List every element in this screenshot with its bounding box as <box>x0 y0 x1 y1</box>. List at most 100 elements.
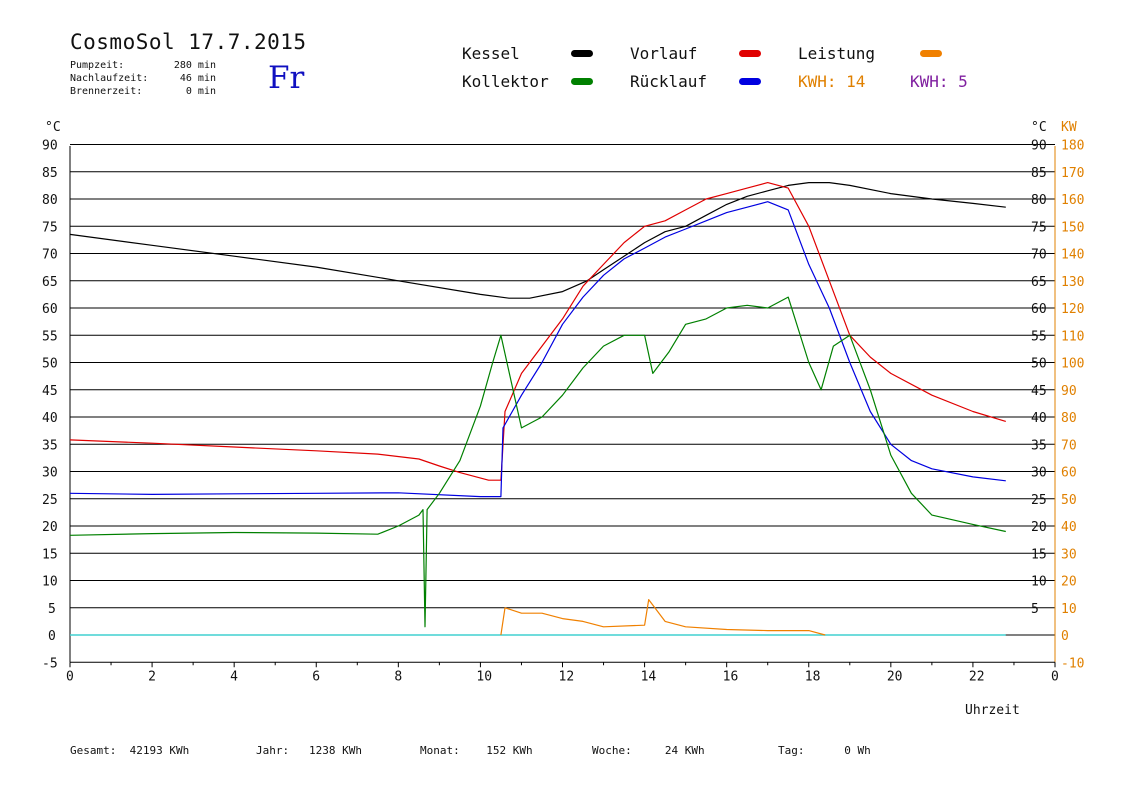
y-left-tick-label: 80 <box>42 193 58 208</box>
x-tick-label: 22 <box>969 669 985 684</box>
footer-gesamt: Gesamt: 42193 KWh <box>70 744 190 757</box>
x-tick-label: 10 <box>476 669 492 684</box>
y-right-tick-label: 25 <box>1031 493 1047 508</box>
x-tick-label: 8 <box>394 669 402 684</box>
series-line-leistung <box>500 598 826 636</box>
y-right-tick-label: 5 <box>1031 602 1039 617</box>
y-power-tick-label: 150 <box>1061 220 1084 235</box>
y-right-tick-label: 40 <box>1031 411 1047 426</box>
series-line-kessel <box>69 182 1006 299</box>
x-tick-label: 6 <box>312 669 320 684</box>
legend-label-kollektor: Kollektor <box>462 72 549 91</box>
footer-jahr: Jahr: 1238 KWh <box>256 744 362 757</box>
series-line-kollektor <box>69 296 1006 628</box>
y-left-tick-label: 0 <box>48 629 56 644</box>
y-left-tick-label: 40 <box>42 411 58 426</box>
x-tick-label: 4 <box>230 669 238 684</box>
y-left-tick-label: 15 <box>42 547 58 562</box>
y-power-tick-label: 20 <box>1061 575 1077 590</box>
y-power-tick-label: 40 <box>1061 520 1077 535</box>
y-power-tick-label: 160 <box>1061 193 1084 208</box>
y-left-tick-label: 75 <box>42 220 58 235</box>
x-tick-label: 2 <box>148 669 156 684</box>
x-tick-label: 18 <box>805 669 821 684</box>
y-left-tick-label: 65 <box>42 275 58 290</box>
footer-tag: Tag: 0 Wh <box>778 744 871 757</box>
y-power-tick-label: 30 <box>1061 547 1077 562</box>
y-power-tick-label: 110 <box>1061 329 1084 344</box>
footer-monat: Monat: 152 KWh <box>420 744 533 757</box>
y-left-tick-label: 25 <box>42 493 58 508</box>
legend-swatch-kollektor <box>571 78 593 85</box>
y-power-tick-label: 50 <box>1061 493 1077 508</box>
y-right-tick-label: 30 <box>1031 466 1047 481</box>
y-left-tick-label: 30 <box>42 466 58 481</box>
y-left-tick-label: 90 <box>42 139 58 154</box>
y-right-tick-label: 75 <box>1031 220 1047 235</box>
footer-woche: Woche: 24 KWh <box>592 744 705 757</box>
stats-block: Pumpzeit: 280 min Nachlaufzeit: 46 min Bre… <box>70 59 216 98</box>
y-right-tick-label: 80 <box>1031 193 1047 208</box>
y-power-tick-label: 140 <box>1061 248 1084 263</box>
y-right-tick-label: 65 <box>1031 275 1047 290</box>
y-right-tick-label: 10 <box>1031 575 1047 590</box>
x-tick-label: 12 <box>559 669 575 684</box>
legend-swatch-leistung <box>920 50 942 57</box>
legend-label-kessel: Kessel <box>462 44 520 63</box>
stat-nachlaufzeit: Nachlaufzeit: 46 min <box>70 73 216 84</box>
y-power-tick-label: 130 <box>1061 275 1084 290</box>
y-power-tick-label: 10 <box>1061 602 1077 617</box>
y-power-unit-label: KW <box>1061 120 1077 135</box>
x-tick-label: 14 <box>641 669 657 684</box>
series-line-rcklauf <box>69 201 1006 498</box>
y-right-tick-label: 55 <box>1031 329 1047 344</box>
y-right-tick-label: 60 <box>1031 302 1047 317</box>
x-tick-label: 0 <box>1051 669 1059 684</box>
y-right-tick-label: 70 <box>1031 248 1047 263</box>
y-power-tick-label: 170 <box>1061 166 1084 181</box>
y-power-tick-label: 100 <box>1061 357 1084 372</box>
y-power-tick-label: 90 <box>1061 384 1077 399</box>
y-right-tick-label: 35 <box>1031 438 1047 453</box>
y-left-tick-label: 45 <box>42 384 58 399</box>
x-axis-label: Uhrzeit <box>965 703 1020 718</box>
y-power-tick-label: 70 <box>1061 438 1077 453</box>
legend-swatch-ruecklauf <box>739 78 761 85</box>
y-right-tick-label: 85 <box>1031 166 1047 181</box>
legend-label-leistung: Leistung <box>798 44 876 63</box>
y-power-tick-label: 0 <box>1061 629 1069 644</box>
legend-label-ruecklauf: Rücklauf <box>630 72 708 91</box>
y-right-tick-label: 45 <box>1031 384 1047 399</box>
legend-label-vorlauf: Vorlauf <box>630 44 698 63</box>
kwh-primary: KWH: 14 <box>798 72 866 91</box>
legend-swatch-kessel <box>571 50 593 57</box>
y-left-tick-label: 70 <box>42 248 58 263</box>
y-left-unit-label: °C <box>45 120 61 135</box>
y-left-tick-label: 10 <box>42 575 58 590</box>
y-left-tick-label: 5 <box>48 602 56 617</box>
chart-title: CosmoSol 17.7.2015 <box>70 30 307 54</box>
y-right-tick-label: 15 <box>1031 547 1047 562</box>
stat-pumpzeit: Pumpzeit: 280 min <box>70 60 216 71</box>
x-tick-label: 20 <box>887 669 903 684</box>
y-power-tick-label: 60 <box>1061 466 1077 481</box>
y-right-tick-label: 20 <box>1031 520 1047 535</box>
stat-brennerzeit: Brennerzeit: 0 min <box>70 86 216 97</box>
legend-swatch-vorlauf <box>739 50 761 57</box>
y-power-tick-label: -10 <box>1061 656 1084 671</box>
y-left-tick-label: 60 <box>42 302 58 317</box>
x-tick-label: 0 <box>66 669 74 684</box>
series-line-vorlauf <box>69 182 1006 481</box>
y-power-tick-label: 80 <box>1061 411 1077 426</box>
y-power-tick-label: 120 <box>1061 302 1084 317</box>
y-left-tick-label: 50 <box>42 357 58 372</box>
y-left-tick-label: -5 <box>42 656 58 671</box>
y-power-tick-label: 180 <box>1061 139 1084 154</box>
y-right-unit-label: °C <box>1031 120 1047 135</box>
y-left-tick-label: 20 <box>42 520 58 535</box>
y-left-tick-label: 55 <box>42 329 58 344</box>
y-left-tick-label: 35 <box>42 438 58 453</box>
x-tick-label: 16 <box>723 669 739 684</box>
y-right-tick-label: 50 <box>1031 357 1047 372</box>
